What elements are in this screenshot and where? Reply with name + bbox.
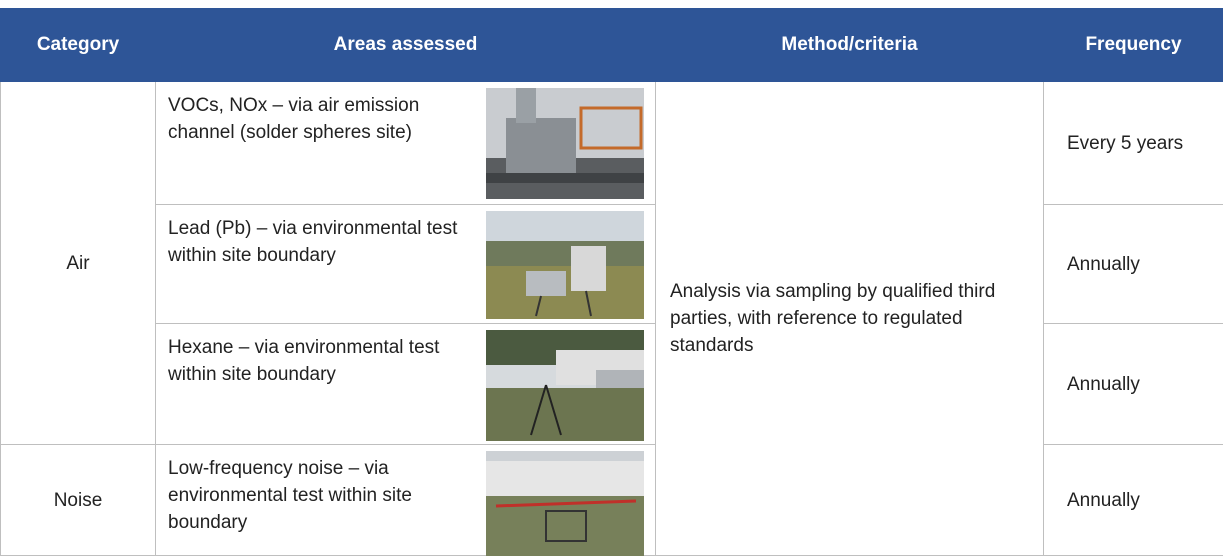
category-cell: Air bbox=[1, 82, 156, 445]
area-text: Hexane – via environmental test within s… bbox=[168, 334, 468, 388]
area-cell: Hexane – via environmental test within s… bbox=[156, 324, 656, 445]
area-cell: Low-frequency noise – via environmental … bbox=[156, 445, 656, 556]
area-cell: Lead (Pb) – via environmental test withi… bbox=[156, 205, 656, 324]
header-cell: Areas assessed bbox=[156, 9, 656, 82]
header-cell: Category bbox=[1, 9, 156, 82]
area-cell: VOCs, NOx – via air emission channel (so… bbox=[156, 82, 656, 205]
photo bbox=[486, 211, 644, 319]
row: Air VOCs, NOx – via air emission channel… bbox=[1, 82, 1223, 205]
method-cell: Analysis via sampling by qualified third… bbox=[656, 82, 1044, 556]
header-cell: Method/criteria bbox=[656, 9, 1044, 82]
area-text: VOCs, NOx – via air emission channel (so… bbox=[168, 92, 468, 146]
header-cell: Frequency bbox=[1044, 9, 1223, 82]
frequency-cell: Annually bbox=[1044, 205, 1223, 324]
assessment-table: Category Areas assessed Method/criteria … bbox=[0, 8, 1223, 556]
frequency-cell: Every 5 years bbox=[1044, 82, 1223, 205]
photo bbox=[486, 330, 644, 441]
photo bbox=[486, 88, 644, 199]
area-text: Low-frequency noise – via environmental … bbox=[168, 455, 468, 536]
frequency-cell: Annually bbox=[1044, 324, 1223, 445]
frequency-cell: Annually bbox=[1044, 445, 1223, 556]
category-cell: Noise bbox=[1, 445, 156, 556]
photo bbox=[486, 451, 644, 556]
area-text: Lead (Pb) – via environmental test withi… bbox=[168, 215, 468, 269]
header-row: Category Areas assessed Method/criteria … bbox=[1, 9, 1223, 82]
